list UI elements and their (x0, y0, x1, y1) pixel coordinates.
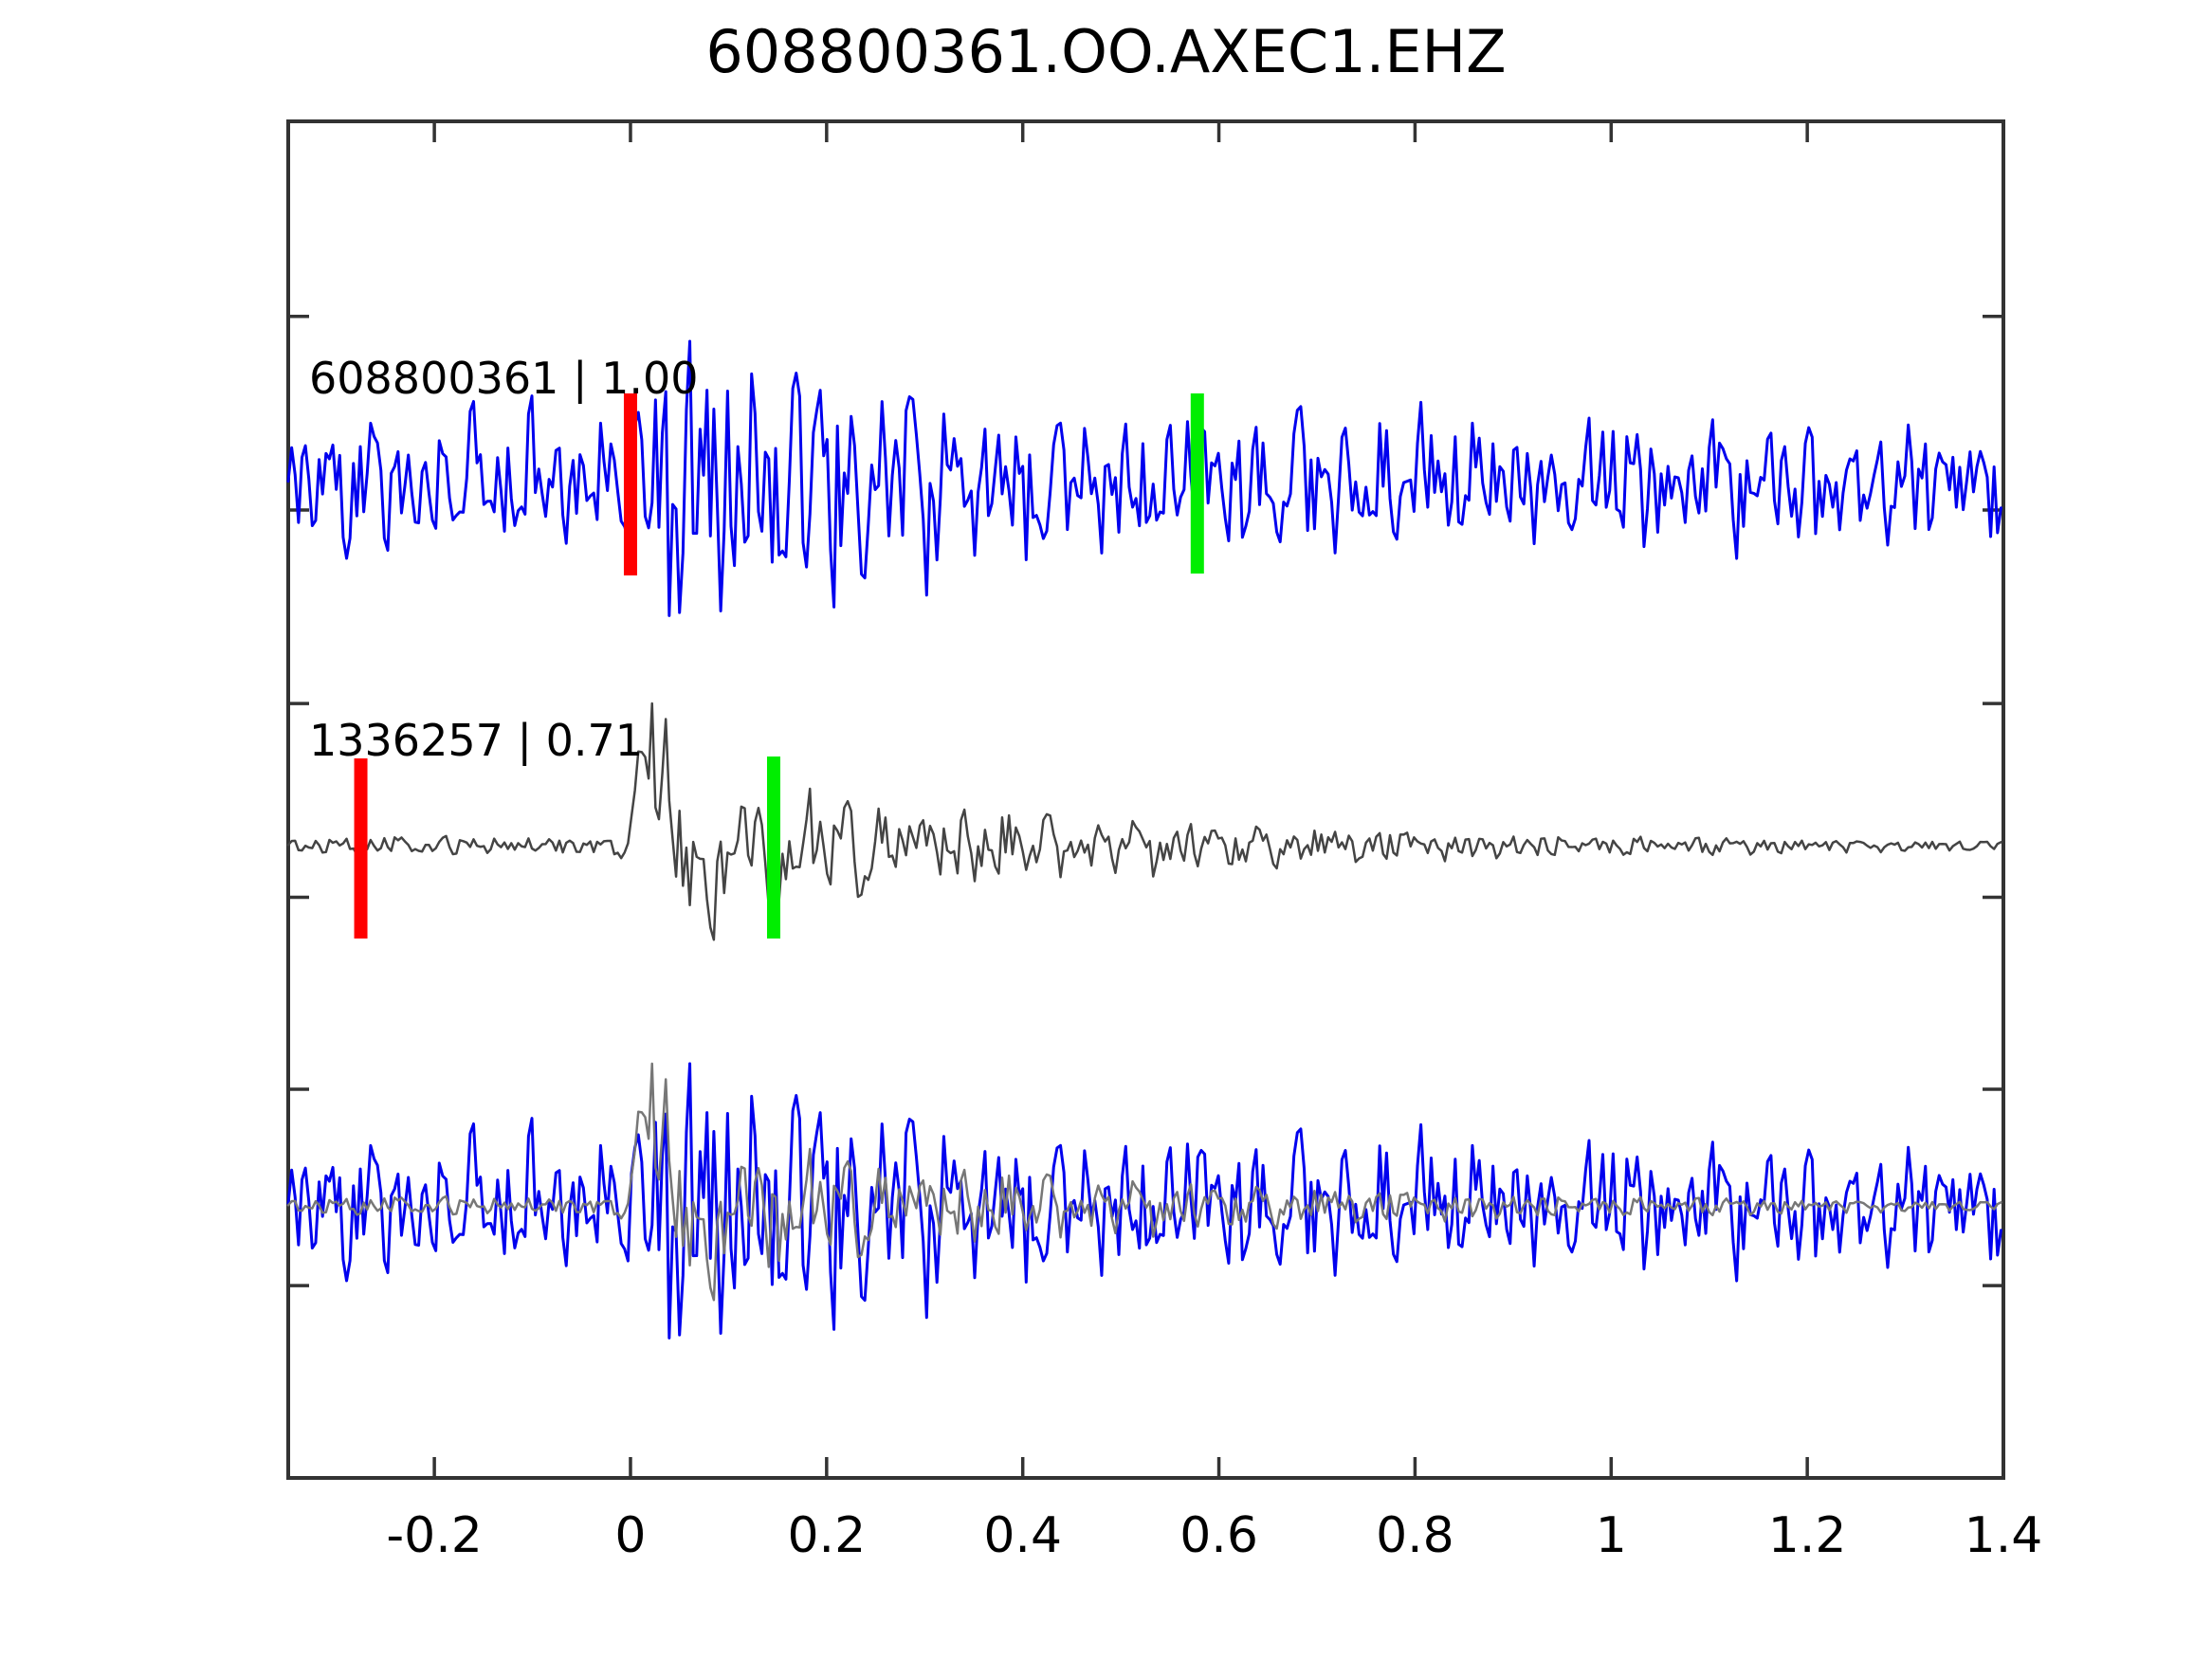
x-tick-label: 1 (1596, 1507, 1627, 1564)
x-tick-label: 0 (614, 1507, 646, 1564)
axes-frame (286, 119, 2005, 1480)
pick-s-marker (1190, 393, 1204, 574)
x-tick-label: 1.4 (1965, 1507, 2043, 1564)
x-tick-label: 0.6 (1179, 1507, 1258, 1564)
pick-p-marker (354, 758, 368, 939)
x-tick-label: -0.2 (386, 1507, 482, 1564)
x-tick-label: 0.4 (983, 1507, 1062, 1564)
waveform-traces (286, 339, 2002, 1340)
trace-label-1: 608800361 | 1.00 (309, 353, 699, 405)
chart-title: 608800361.OO.AXEC1.EHZ (705, 17, 1507, 86)
x-tick-labels: -0.2 0 0.2 0.4 0.6 0.8 1 1.2 1.4 (386, 1507, 2042, 1564)
pick-s-marker (766, 757, 780, 939)
pick-p-marker (623, 393, 637, 575)
axis-ticks (288, 119, 2005, 1480)
waveform-overlay-1336257 (286, 1062, 2002, 1302)
x-tick-label: 1.2 (1768, 1507, 1847, 1564)
trace-label-2: 1336257 | 0.71 (309, 715, 643, 767)
trace-annotations: 608800361 | 1.00 1336257 | 0.71 (309, 353, 699, 767)
phase-pick-markers (354, 393, 1204, 939)
x-tick-label: 0.8 (1376, 1507, 1454, 1564)
waveform-1336257 (286, 702, 2002, 941)
x-tick-label: 0.2 (787, 1507, 866, 1564)
waveform-608800361 (286, 339, 2002, 617)
